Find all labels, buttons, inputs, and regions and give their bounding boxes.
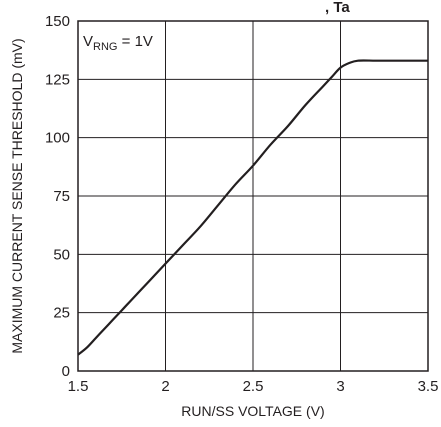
y-axis-title: MAXIMUM CURRENT SENSE THRESHOLD (mV): [9, 38, 25, 353]
plot-frame: [77, 20, 429, 372]
y-tick-label-50: 50: [53, 246, 70, 263]
series-line-0: [77, 59, 428, 356]
y-tick-label-75: 75: [53, 188, 70, 205]
vrng-annotation-main: V: [83, 33, 93, 50]
y-tick-label-25: 25: [53, 305, 70, 322]
x-tick-label-2: 2: [161, 378, 169, 395]
series-layer: [77, 59, 428, 356]
vrng-annotation-rest: = 1V: [117, 33, 152, 50]
x-tick-label-3.5: 3.5: [418, 378, 439, 395]
x-tick-label-3: 3: [336, 378, 344, 395]
vrng-annotation: VRNG = 1V: [83, 33, 153, 53]
x-tick-label-2.5: 2.5: [243, 378, 264, 395]
y-tick-label-125: 125: [45, 71, 70, 88]
grid: [78, 21, 428, 371]
chart-title-partial: , Ta: [325, 0, 350, 16]
tick-labels: 1.5 2 2.5 3 3.5 0 25 50 75 100 125 150: [45, 13, 438, 395]
x-axis-title: RUN/SS VOLTAGE (V): [181, 403, 324, 419]
y-tick-label-150: 150: [45, 13, 70, 30]
x-tick-label-1.5: 1.5: [68, 378, 89, 395]
y-tick-label-0: 0: [62, 363, 70, 380]
vrng-annotation-sub: RNG: [93, 41, 117, 53]
y-tick-label-100: 100: [45, 130, 70, 147]
